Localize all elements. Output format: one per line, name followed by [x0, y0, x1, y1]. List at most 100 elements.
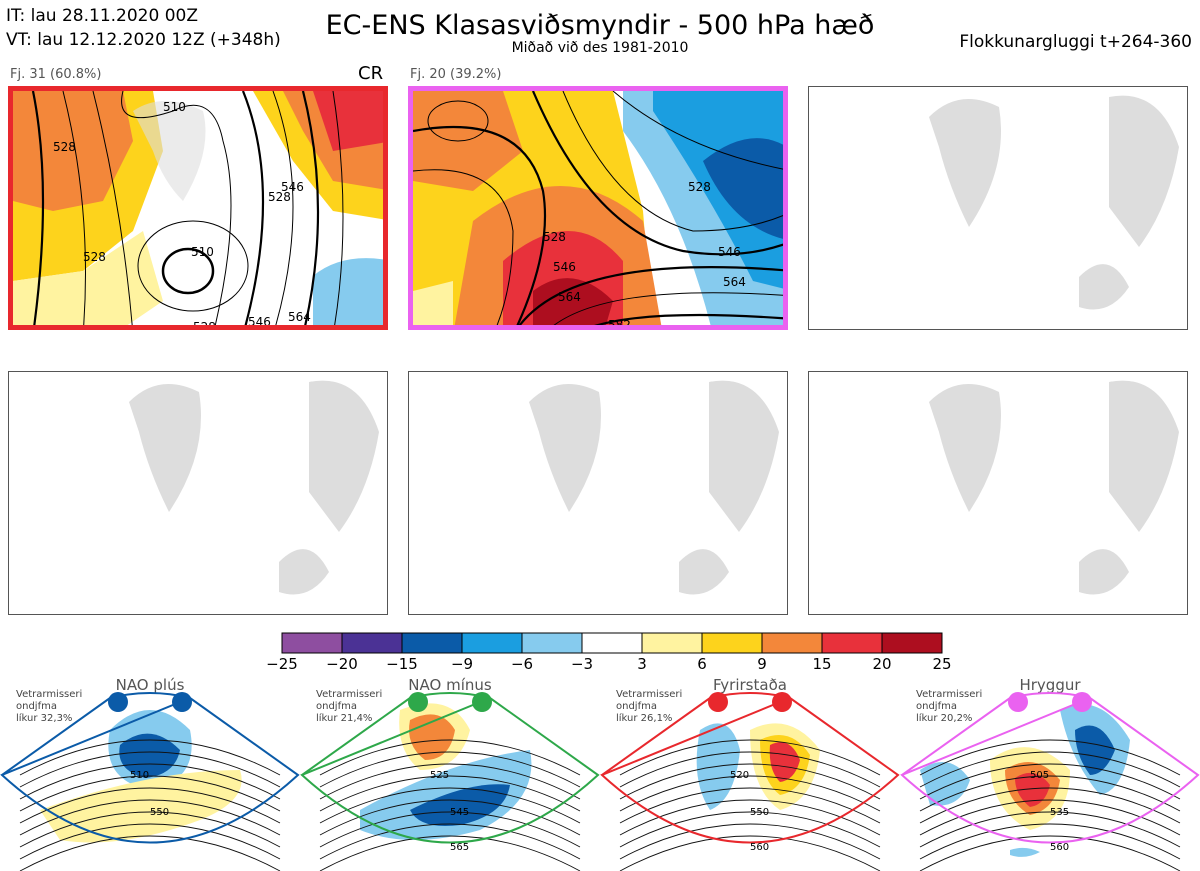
empty-map-1: [808, 86, 1188, 330]
regime-marker-dot: [108, 692, 128, 712]
contour-label: 505: [1030, 770, 1049, 781]
contour-label: 528: [83, 250, 106, 264]
regime-frame: [300, 696, 600, 844]
anomaly-area: [410, 784, 510, 826]
height-contour: [919, 823, 1181, 860]
regime-name: NAO plús: [115, 676, 185, 694]
contour-label: 564: [288, 310, 311, 324]
regime-marker-dot: [1072, 692, 1092, 712]
regime-stat-line: ondjfma: [916, 701, 957, 712]
regime-name: NAO mínus: [408, 676, 492, 694]
regime-frequency: Vetrarmisseri ondjfma líkur 32,3%: [16, 689, 82, 725]
contour-label: 528: [688, 180, 711, 194]
cluster-2-map: 528 528 546 546 564 564 582: [408, 86, 788, 330]
contour-label: 545: [450, 807, 469, 818]
regime-marker-dot: [472, 692, 492, 712]
colorbar-segment: [401, 632, 463, 654]
height-contour: [919, 787, 1181, 824]
regime-stat-line: líkur 32,3%: [16, 713, 73, 724]
height-contour: [19, 763, 281, 800]
regime-stat-line: líkur 21,4%: [316, 713, 373, 724]
regime-name: Hryggur: [1019, 676, 1081, 694]
colorbar-segment: [701, 632, 763, 654]
empty-map-2: [8, 371, 388, 615]
contour-label: 550: [150, 807, 169, 818]
regime-frame: [0, 696, 300, 844]
anomaly-area: [1075, 725, 1115, 775]
colorbar-tick: −20: [326, 655, 358, 673]
height-contour: [919, 739, 1181, 776]
regime-frequency: Vetrarmisseri ondjfma líkur 26,1%: [616, 689, 682, 725]
regime-stat-line: Vetrarmisseri: [616, 689, 683, 700]
classification-window: Flokkunargluggi t+264-360: [959, 32, 1192, 52]
height-contour: [619, 835, 881, 871]
regime-map: 520 550 560: [600, 692, 900, 871]
contour-label: 564: [558, 290, 581, 304]
height-contour: [19, 751, 281, 788]
contour-label: 560: [1050, 842, 1069, 853]
contour-label: 510: [163, 100, 186, 114]
contour-label: 546: [281, 180, 304, 194]
regime-stat-line: ondjfma: [316, 701, 357, 712]
anomaly-area: [920, 762, 970, 806]
anomaly-area: [40, 770, 242, 843]
contour-label: 535: [1050, 807, 1069, 818]
regime-marker-dot: [772, 692, 792, 712]
regime-frame: [900, 696, 1200, 844]
height-contour: [919, 775, 1181, 812]
regime-stat-line: líkur 20,2%: [916, 713, 973, 724]
colorbar-tick: −3: [570, 655, 594, 673]
regime-marker-dot: [708, 692, 728, 712]
height-contour: [619, 823, 881, 860]
regime-frame: [600, 696, 900, 844]
height-contour: [319, 787, 581, 824]
regime-map: 525 545 565: [300, 692, 600, 871]
regime-marker-dot: [1008, 692, 1028, 712]
colorbar-segment: [881, 632, 943, 654]
height-contour: [319, 823, 581, 860]
contour-label: 560: [750, 842, 769, 853]
anomaly-area: [1010, 847, 1040, 857]
height-contour: [319, 763, 581, 800]
regime-marker-dot: [172, 692, 192, 712]
initial-time: IT: lau 28.11.2020 00Z: [6, 6, 198, 26]
height-contour: [319, 751, 581, 788]
height-contour: [919, 835, 1181, 871]
anomaly-area: [696, 723, 740, 810]
colorbar-tick: 20: [872, 655, 892, 673]
cluster-2-label: Fj. 20 (39.2%): [410, 67, 502, 82]
height-contour: [619, 811, 881, 848]
regime-stat-line: Vetrarmisseri: [916, 689, 983, 700]
colorbar-segment: [821, 632, 883, 654]
height-contour: [19, 811, 281, 848]
height-contour: [319, 775, 581, 812]
contour-label: 546: [553, 260, 576, 274]
colorbar-tick: −6: [510, 655, 534, 673]
cluster-1-map: 510 528 510 528 546 528 546 564 528: [8, 86, 388, 330]
colorbar-tick: 15: [812, 655, 832, 673]
colorbar-segment: [341, 632, 403, 654]
height-contour: [619, 787, 881, 824]
height-contour: [619, 751, 881, 788]
contour-label: 510: [130, 770, 149, 781]
height-contour: [319, 739, 581, 776]
contour-label: 520: [730, 770, 749, 781]
height-contour: [319, 811, 581, 848]
control-run-tag: CR: [358, 63, 384, 84]
regime-marker-dot: [408, 692, 428, 712]
height-contour: [619, 799, 881, 836]
height-contour: [619, 763, 881, 800]
colorbar-tick: 9: [757, 655, 767, 673]
colorbar-tick: −25: [266, 655, 298, 673]
regime-stat-line: líkur 26,1%: [616, 713, 673, 724]
contour-label: 528: [543, 230, 566, 244]
regime-stat-line: ondjfma: [616, 701, 657, 712]
colorbar-segment: [761, 632, 823, 654]
anomaly-area: [119, 733, 180, 778]
empty-map-3: [408, 371, 788, 615]
contour-label: 546: [248, 315, 271, 329]
valid-time: VT: lau 12.12.2020 12Z (+348h): [6, 30, 281, 50]
height-contour: [319, 835, 581, 871]
colorbar-tick: −9: [450, 655, 474, 673]
regime-map: 510 550: [0, 692, 300, 871]
